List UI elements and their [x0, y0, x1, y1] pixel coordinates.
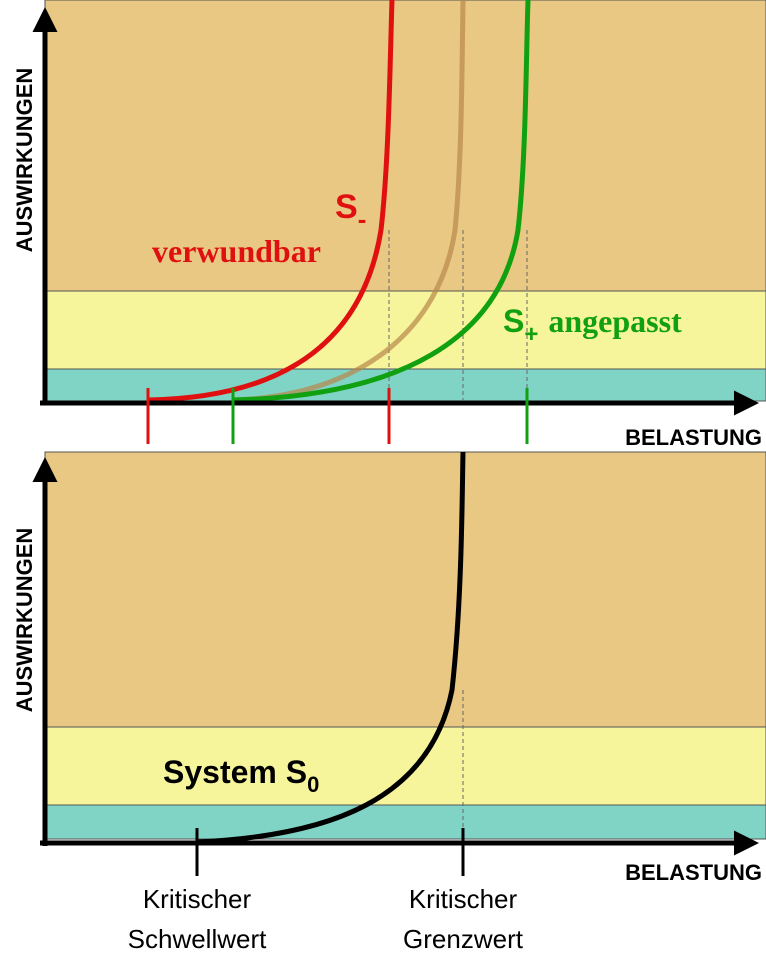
s-minus-label: verwundbar: [152, 233, 321, 269]
threshold-label: Kritischer: [143, 884, 252, 914]
zone-low: [44, 368, 766, 402]
x-axis-label: BELASTUNG: [625, 425, 762, 450]
bottom-panel: AUSWIRKUNGEN BELASTUNG System S0 Kritisc…: [12, 451, 766, 954]
subscript: +: [524, 321, 538, 348]
label: angepasst: [548, 303, 682, 339]
top-panel: AUSWIRKUNGEN BELASTUNG S- verwundbar S+ a…: [12, 0, 766, 450]
zone-mid: [44, 726, 766, 806]
s-minus-symbol: S-: [335, 188, 366, 234]
limit-label: Grenzwert: [403, 924, 524, 954]
curve-s-plus: [232, 0, 531, 403]
curve-s-minus: [147, 0, 395, 403]
system-label: System S0: [163, 754, 319, 797]
x-axis-label: BELASTUNG: [625, 860, 762, 885]
zone-high: [44, 451, 766, 728]
zone-high: [44, 0, 766, 292]
s-plus: S+ angepasst: [503, 303, 682, 348]
subscript: 0: [307, 772, 319, 797]
curve-s0: [196, 451, 466, 845]
symbol: S: [503, 303, 524, 339]
threshold-label: Schwellwert: [128, 924, 267, 954]
zone-low: [44, 804, 766, 840]
subscript: -: [358, 204, 367, 234]
curve-s0: [232, 0, 466, 403]
symbol: S: [335, 188, 358, 226]
y-axis-label: AUSWIRKUNGEN: [12, 528, 37, 713]
symbol: System S: [163, 754, 307, 790]
y-axis-label: AUSWIRKUNGEN: [12, 68, 37, 253]
limit-label: Kritischer: [409, 884, 518, 914]
